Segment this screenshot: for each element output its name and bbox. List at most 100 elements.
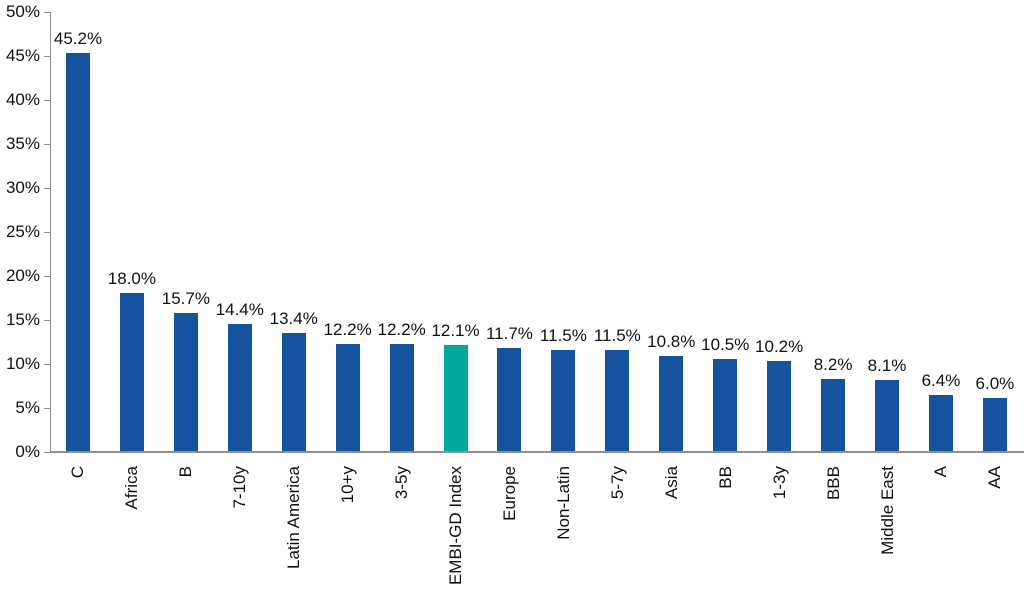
bar-value-label: 11.5% [539, 325, 587, 345]
x-label-cell: AA [968, 466, 1022, 606]
x-tick-label: 10+y [338, 466, 358, 504]
bar-value-label: 8.2% [813, 354, 853, 374]
y-axis-tick [44, 408, 51, 409]
bar-slot: 12.2% [321, 320, 375, 451]
x-label-cell: A [914, 466, 968, 606]
x-tick-label: Non-Latin [553, 466, 573, 540]
x-tick-label: B [176, 466, 196, 478]
y-axis-tick [44, 100, 51, 101]
y-tick-label: 10% [5, 354, 40, 373]
y-axis-line [50, 12, 51, 452]
x-tick-label: 1-3y [769, 466, 789, 500]
y-axis-tick [44, 320, 51, 321]
x-tick-label: AA [985, 466, 1005, 489]
bar [173, 312, 198, 451]
x-tick-label: BB [715, 466, 735, 489]
x-tick-label: Asia [661, 466, 681, 500]
bar [875, 379, 900, 451]
bar [982, 398, 1007, 451]
y-tick-label: 45% [5, 46, 40, 65]
bar-value-label: 10.5% [701, 334, 750, 354]
bar-value-label: 10.8% [647, 331, 696, 351]
y-axis-tick [44, 232, 51, 233]
bar-value-label: 10.2% [755, 337, 804, 357]
x-label-cell: Latin America [267, 466, 321, 606]
y-tick-label: 40% [5, 90, 40, 109]
bar-slot: 11.5% [536, 326, 590, 451]
bar-slot: 8.1% [860, 356, 914, 451]
x-tick-label: Africa [122, 466, 142, 510]
x-label-cell: 5-7y [590, 466, 644, 606]
y-tick-label: 20% [5, 266, 40, 285]
bar [767, 361, 792, 451]
bar-slot: 45.2% [51, 29, 105, 451]
bar [119, 292, 144, 451]
bar-slot: 13.4% [267, 309, 321, 451]
x-label-cell: 1-3y [752, 466, 806, 606]
x-tick-label: A [931, 466, 951, 478]
plot-area: 45.2% 18.0% 15.7% 14.4% 13.4% 12.2% 12.2% 12.1%… [51, 12, 1022, 451]
y-tick-label: 0% [15, 442, 40, 461]
bar-value-label: 12.2% [323, 319, 372, 339]
y-tick-label: 5% [15, 398, 40, 417]
bar-slot: 11.7% [483, 324, 537, 451]
x-label-cell: Middle East [860, 466, 914, 606]
bar [227, 324, 252, 451]
x-tick-label: Latin America [284, 466, 304, 569]
y-axis-tick [44, 56, 51, 57]
x-label-cell: Asia [644, 466, 698, 606]
bar [281, 333, 306, 451]
x-tick-label: 7-10y [230, 466, 250, 509]
x-label-cell: Non-Latin [536, 466, 590, 606]
bar-slot: 12.1% [429, 321, 483, 451]
bar [821, 378, 846, 451]
bar-slot: 10.2% [752, 337, 806, 451]
x-label-cell: 10+y [321, 466, 375, 606]
bar-value-label: 15.7% [161, 288, 210, 308]
x-tick-label: 3-5y [392, 466, 412, 500]
y-axis-tick [44, 452, 51, 453]
bar-slot: 8.2% [806, 355, 860, 451]
y-tick-label: 25% [5, 222, 40, 241]
bar [65, 53, 90, 451]
x-tick-label: BBB [823, 466, 843, 501]
y-tick-label: 35% [5, 134, 40, 153]
bar-value-label: 8.1% [867, 355, 907, 375]
bar-value-label: 11.7% [485, 324, 533, 344]
x-label-cell: BB [698, 466, 752, 606]
bar-value-label: 6.4% [921, 370, 961, 390]
bar [605, 349, 630, 451]
y-tick-label: 30% [5, 178, 40, 197]
x-label-cell: C [51, 466, 105, 606]
bar-slot: 18.0% [105, 269, 159, 451]
bar [497, 348, 522, 451]
x-label-cell: Europe [483, 466, 537, 606]
x-label-cell: 3-5y [375, 466, 429, 606]
x-label-cell: B [159, 466, 213, 606]
bar-value-label: 6.0% [975, 374, 1015, 394]
x-label-cell: 7-10y [213, 466, 267, 606]
y-axis-tick [44, 276, 51, 277]
bar-value-label: 45.2% [53, 29, 103, 49]
y-axis-tick [44, 12, 51, 13]
x-tick-label: 5-7y [607, 466, 627, 500]
y-axis-tick [44, 364, 51, 365]
x-label-cell: EMBI-GD Index [429, 466, 483, 606]
bar [551, 349, 576, 451]
bar [928, 394, 953, 451]
x-axis-labels: C Africa B 7-10y Latin America 10+y 3-5y EMBI-G… [51, 466, 1022, 606]
bar-value-label: 12.2% [377, 319, 426, 339]
y-tick-label: 15% [5, 310, 40, 329]
bar-value-label: 13.4% [269, 309, 318, 329]
bar-slot: 6.4% [914, 371, 968, 451]
bar-slot: 10.5% [698, 335, 752, 451]
bar [713, 358, 738, 451]
bar-slot: 15.7% [159, 289, 213, 451]
bar-value-label: 12.1% [431, 320, 480, 340]
bar-highlight [443, 344, 468, 451]
y-tick-label: 50% [5, 2, 40, 21]
bar-slot: 10.8% [644, 332, 698, 451]
bar-slot: 6.0% [968, 374, 1022, 451]
x-label-cell: Africa [105, 466, 159, 606]
